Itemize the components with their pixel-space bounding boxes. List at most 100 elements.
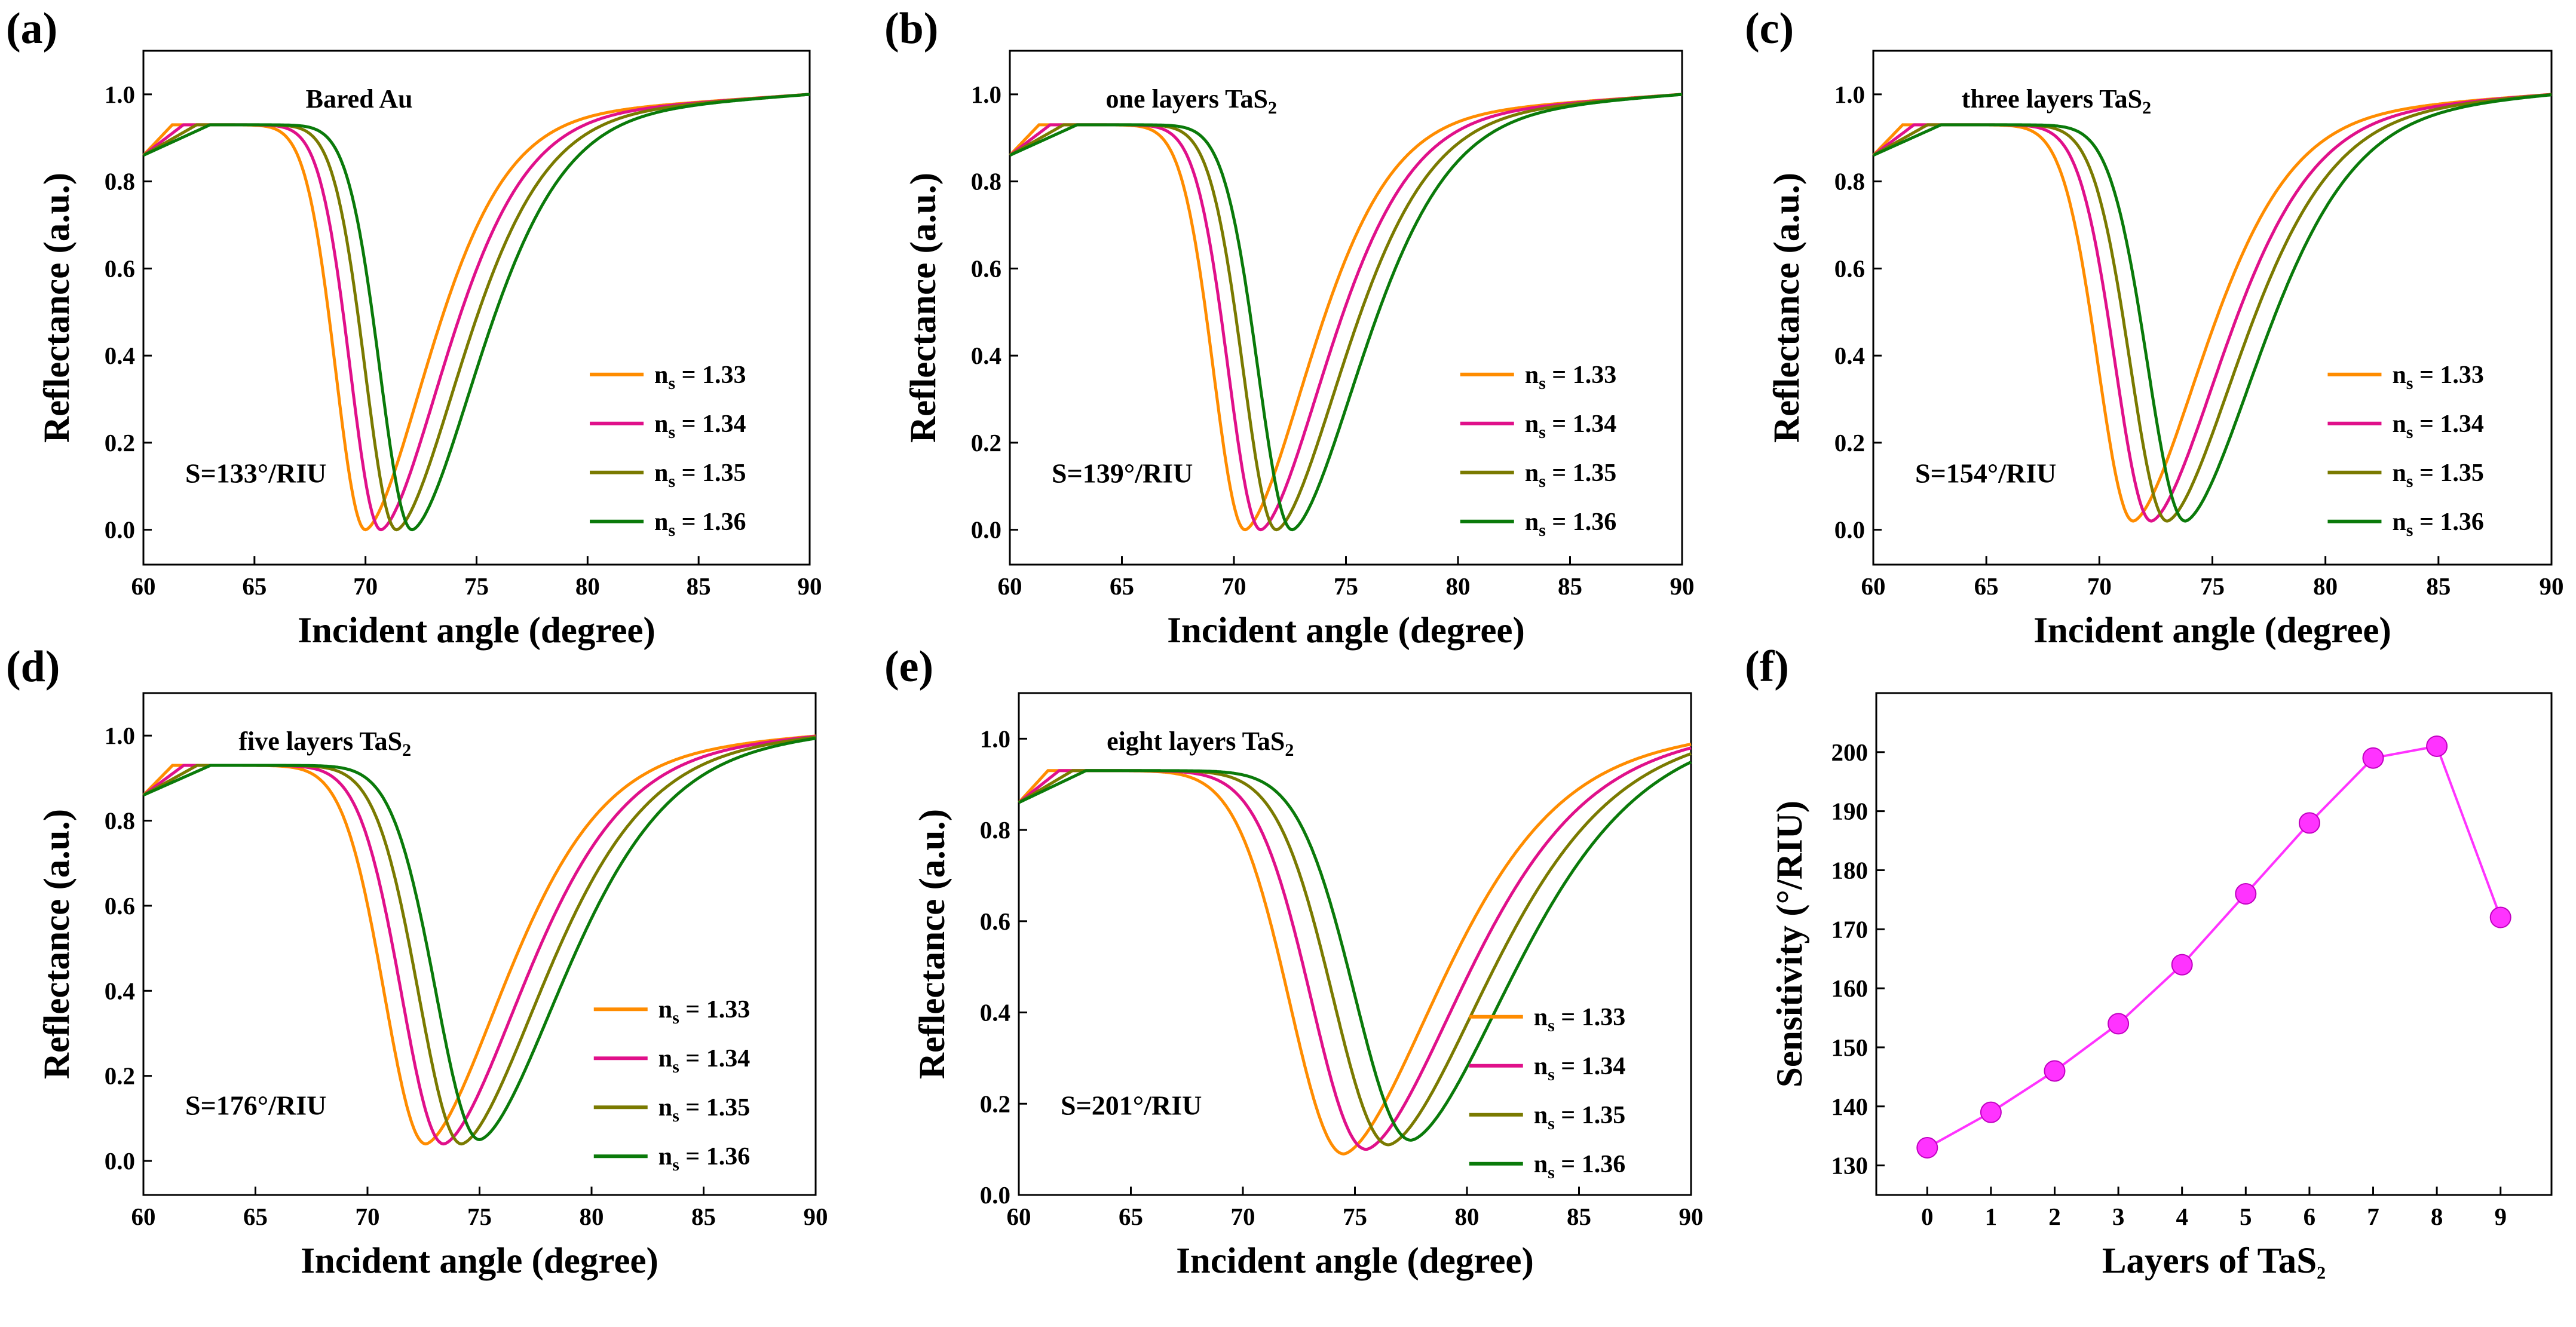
y-tick-label: 1.0	[105, 81, 135, 108]
y-tick-label: 170	[1831, 915, 1869, 943]
panel-title: Bared Au	[306, 84, 413, 114]
legend-label: ns = 1.33	[2392, 361, 2483, 393]
x-tick-label: 2	[2048, 1203, 2061, 1230]
x-tick-label: 85	[1567, 1203, 1591, 1230]
y-tick-label: 0.4	[971, 342, 1001, 369]
x-tick-label: 7	[2367, 1203, 2379, 1230]
y-tick-label: 0.8	[971, 168, 1001, 195]
data-point-2	[2044, 1060, 2066, 1082]
x-tick-label: 85	[691, 1203, 716, 1230]
legend-label: ns = 1.35	[1525, 459, 1616, 491]
sensitivity-label: S=176°/RIU	[185, 1090, 326, 1121]
series-line-2	[1872, 93, 2552, 523]
y-tick-label: 1.0	[105, 722, 135, 749]
panel-letter: (e)	[884, 642, 933, 691]
sensitivity-label: S=139°/RIU	[1052, 458, 1193, 488]
data-point-0	[1916, 1136, 1938, 1159]
sensitivity-label: S=154°/RIU	[1915, 458, 2056, 488]
x-axis-title: Incident angle (degree)	[1176, 1241, 1534, 1281]
y-tick-label: 0.8	[105, 807, 135, 835]
series-line-4	[143, 737, 816, 1142]
data-point-3	[2108, 1013, 2130, 1035]
x-tick-label: 80	[1446, 572, 1471, 600]
x-tick-label: 70	[353, 572, 378, 600]
legend-label: ns = 1.36	[2392, 508, 2483, 540]
y-tick-label: 140	[1831, 1093, 1869, 1120]
y-tick-label: 0.4	[105, 977, 135, 1004]
x-tick-label: 75	[1334, 572, 1358, 600]
data-point-8	[2426, 735, 2448, 757]
legend-label: ns = 1.34	[654, 410, 746, 442]
y-tick-label: 0.4	[1834, 342, 1865, 369]
legend-label: ns = 1.36	[1525, 508, 1616, 540]
x-tick-label: 90	[1679, 1203, 1704, 1230]
y-tick-label: 0.2	[980, 1090, 1010, 1117]
x-tick-label: 85	[687, 572, 711, 600]
y-tick-label: 160	[1831, 974, 1869, 1002]
y-tick-label: 0.6	[1834, 255, 1865, 282]
x-tick-label: 5	[2240, 1203, 2252, 1230]
x-tick-label: 8	[2431, 1203, 2443, 1230]
series-line-4	[1873, 93, 2552, 523]
x-tick-label: 60	[998, 572, 1022, 600]
data-point-4	[2171, 954, 2193, 976]
y-axis-title: Reflectance (a.u.)	[37, 173, 77, 443]
x-tick-label: 65	[1119, 1203, 1143, 1230]
data-point-7	[2362, 747, 2384, 769]
legend-label: ns = 1.34	[1525, 410, 1616, 442]
legend-label: ns = 1.35	[1534, 1102, 1625, 1133]
y-tick-label: 180	[1831, 856, 1869, 884]
y-tick-label: 0.8	[105, 168, 135, 195]
panel-title: three layers TaS2	[1962, 84, 2151, 118]
x-tick-label: 65	[1974, 572, 1999, 600]
x-tick-label: 75	[464, 572, 489, 600]
legend-label: ns = 1.34	[1534, 1053, 1625, 1084]
x-tick-label: 90	[1670, 572, 1695, 600]
series-line-4	[1018, 761, 1692, 1142]
y-tick-label: 0.0	[1834, 516, 1865, 544]
y-axis-title: Sensitivity (°/RIU)	[1770, 801, 1810, 1087]
legend-label: ns = 1.33	[1525, 361, 1616, 393]
y-tick-label: 1.0	[1834, 81, 1865, 108]
panel-letter: (f)	[1745, 642, 1789, 691]
x-axis-title: Incident angle (degree)	[301, 1241, 658, 1281]
legend-label: ns = 1.35	[658, 1094, 750, 1126]
x-tick-label: 70	[2087, 572, 2112, 600]
x-tick-label: 85	[1558, 572, 1582, 600]
y-tick-label: 150	[1831, 1034, 1869, 1061]
panel-letter: (c)	[1745, 4, 1794, 53]
panel-f: (f) 0 1 2 3 4 5 6 7 8 9 130 140 150 160 170 180 190 200 Lay…	[1745, 642, 2553, 1283]
data-point-1	[1980, 1101, 2002, 1123]
data-point-5	[2235, 883, 2257, 905]
sensitivity-label: S=201°/RIU	[1061, 1090, 1202, 1121]
y-tick-label: 0.6	[105, 892, 135, 920]
y-tick-label: 190	[1831, 798, 1869, 825]
y-tick-label: 130	[1831, 1152, 1869, 1179]
panel-title: five layers TaS2	[238, 727, 411, 760]
x-axis-title: Incident angle (degree)	[2033, 611, 2391, 651]
y-tick-label: 0.0	[971, 516, 1001, 544]
y-tick-label: 200	[1831, 738, 1869, 766]
series-line-4	[1009, 93, 1683, 532]
series-line-4	[143, 93, 810, 532]
series-line-2	[1018, 746, 1692, 1151]
x-tick-label: 80	[1455, 1203, 1480, 1230]
y-tick-label: 0.6	[971, 255, 1001, 282]
y-tick-label: 0.0	[980, 1181, 1010, 1209]
x-tick-label: 75	[2200, 572, 2225, 600]
x-tick-label: 75	[1343, 1203, 1367, 1230]
x-axis-title: Layers of TaS2	[2102, 1241, 2326, 1283]
x-tick-label: 65	[1110, 572, 1134, 600]
panel-letter: (a)	[6, 4, 57, 53]
y-tick-label: 0.8	[1834, 168, 1865, 195]
x-tick-label: 0	[1921, 1203, 1934, 1230]
x-tick-label: 4	[2176, 1203, 2188, 1230]
x-tick-label: 80	[575, 572, 600, 600]
y-tick-label: 0.6	[980, 908, 1010, 935]
x-tick-label: 85	[2426, 572, 2451, 600]
x-axis-title: Incident angle (degree)	[298, 611, 656, 651]
panel-d: (d) 60 65 70 75 80 85 90 0.0 0.2 0.4 0.6 0.8 1.0 Incid…	[6, 642, 828, 1281]
y-tick-label: 0.2	[105, 1062, 135, 1090]
y-tick-label: 0.8	[980, 816, 1010, 844]
x-tick-label: 9	[2494, 1203, 2507, 1230]
